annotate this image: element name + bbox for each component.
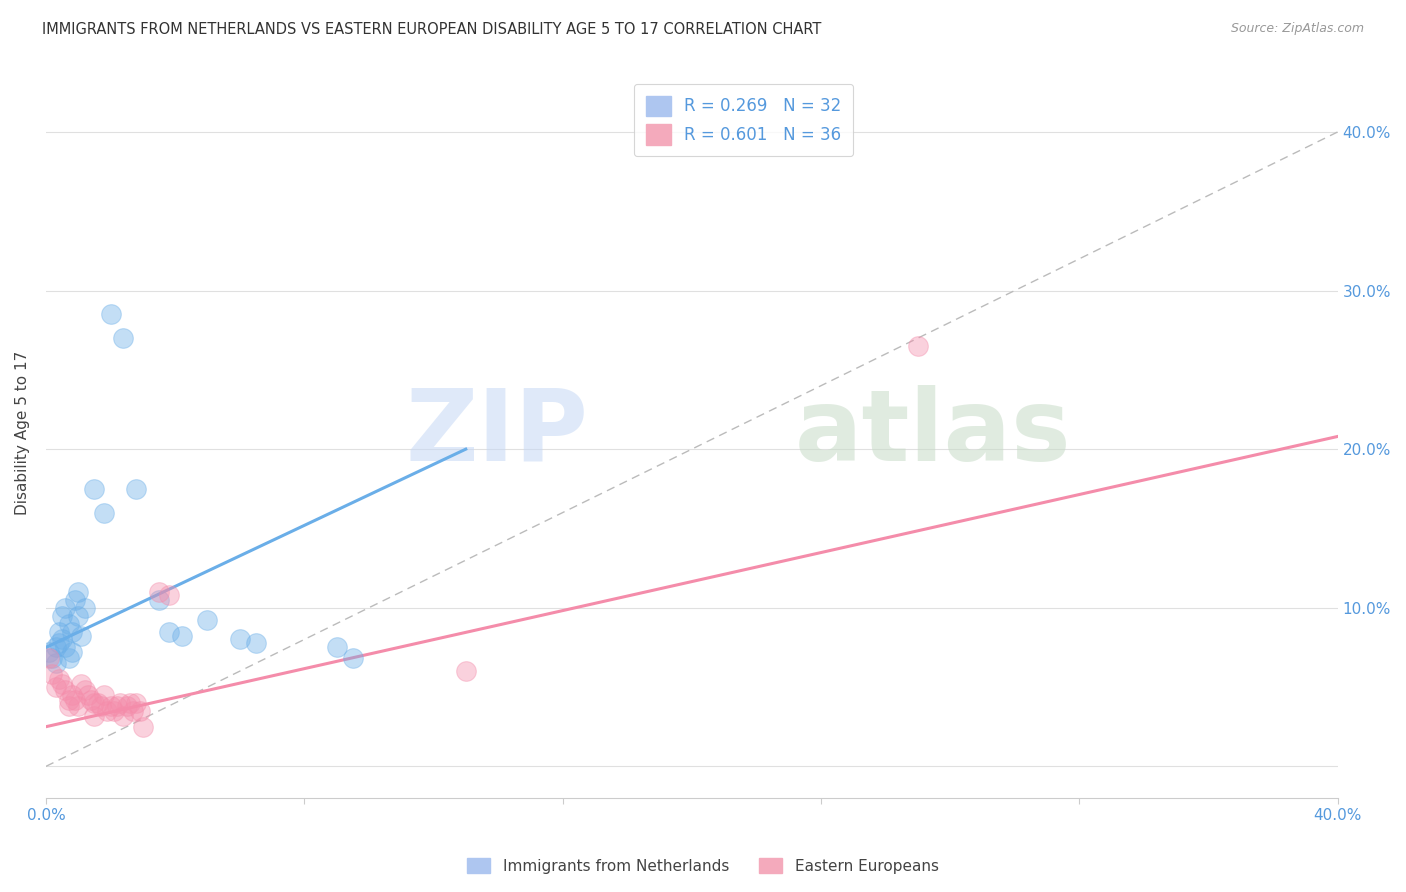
Point — [112, 708, 135, 723]
Point — [48, 635, 70, 649]
Text: atlas: atlas — [796, 384, 1071, 482]
Point — [53, 600, 76, 615]
Point — [110, 696, 132, 710]
Point — [245, 635, 267, 649]
Point — [63, 692, 86, 706]
Point — [60, 624, 83, 639]
Y-axis label: Disability Age 5 to 17: Disability Age 5 to 17 — [15, 351, 30, 516]
Point — [77, 688, 100, 702]
Point — [907, 339, 929, 353]
Point — [58, 616, 80, 631]
Point — [83, 696, 105, 710]
Point — [148, 585, 170, 599]
Point — [125, 696, 148, 710]
Point — [115, 699, 138, 714]
Point — [96, 704, 118, 718]
Point — [73, 683, 96, 698]
Point — [122, 704, 145, 718]
Point — [125, 482, 148, 496]
Point — [67, 608, 90, 623]
Point — [48, 672, 70, 686]
Point — [93, 688, 115, 702]
Point — [86, 696, 108, 710]
Point — [157, 624, 180, 639]
Point — [53, 640, 76, 655]
Point — [105, 699, 128, 714]
Point — [41, 651, 63, 665]
Point — [128, 704, 150, 718]
Legend: Immigrants from Netherlands, Eastern Europeans: Immigrants from Netherlands, Eastern Eur… — [461, 852, 945, 880]
Point — [325, 640, 347, 655]
Point — [38, 645, 60, 659]
Point — [70, 629, 93, 643]
Point — [48, 624, 70, 639]
Point — [83, 482, 105, 496]
Point — [93, 506, 115, 520]
Point — [454, 664, 477, 678]
Point — [228, 632, 250, 647]
Point — [60, 645, 83, 659]
Point — [70, 677, 93, 691]
Point — [342, 651, 364, 665]
Point — [83, 708, 105, 723]
Point — [51, 608, 73, 623]
Text: IMMIGRANTS FROM NETHERLANDS VS EASTERN EUROPEAN DISABILITY AGE 5 TO 17 CORRELATI: IMMIGRANTS FROM NETHERLANDS VS EASTERN E… — [42, 22, 821, 37]
Point — [73, 600, 96, 615]
Point — [58, 692, 80, 706]
Point — [100, 307, 122, 321]
Point — [132, 720, 155, 734]
Point — [67, 699, 90, 714]
Point — [51, 677, 73, 691]
Point — [100, 699, 122, 714]
Point — [41, 667, 63, 681]
Point — [51, 632, 73, 647]
Text: ZIP: ZIP — [405, 384, 589, 482]
Point — [197, 614, 219, 628]
Point — [157, 588, 180, 602]
Point — [67, 585, 90, 599]
Point — [112, 331, 135, 345]
Point — [45, 680, 67, 694]
Point — [90, 699, 112, 714]
Point — [38, 651, 60, 665]
Point — [80, 692, 103, 706]
Point — [148, 592, 170, 607]
Point — [58, 699, 80, 714]
Point — [60, 688, 83, 702]
Point — [170, 629, 193, 643]
Point — [58, 651, 80, 665]
Point — [118, 696, 141, 710]
Point — [45, 657, 67, 671]
Text: Source: ZipAtlas.com: Source: ZipAtlas.com — [1230, 22, 1364, 36]
Legend: R = 0.269   N = 32, R = 0.601   N = 36: R = 0.269 N = 32, R = 0.601 N = 36 — [634, 84, 853, 156]
Point — [63, 592, 86, 607]
Point — [103, 704, 125, 718]
Point — [45, 640, 67, 655]
Point — [53, 683, 76, 698]
